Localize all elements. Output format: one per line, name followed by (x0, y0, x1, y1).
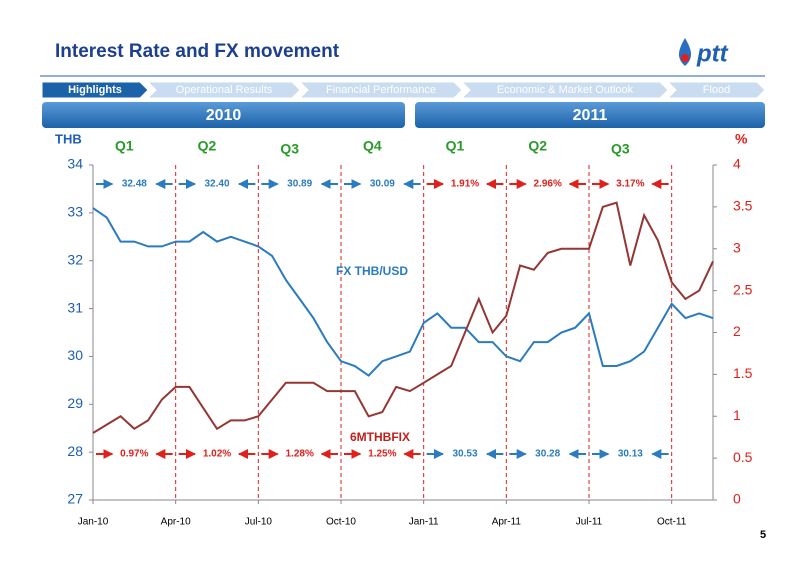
y2-tick-label: 4 (733, 156, 741, 172)
x-tick-label: Jan-10 (78, 517, 109, 528)
year-label: 2011 (573, 107, 608, 124)
x-tick-label: Jul-10 (245, 517, 273, 528)
x-tick-label: Jul-11 (576, 517, 603, 528)
y2-tick-label: 3.5 (733, 198, 753, 214)
nav-tab[interactable] (146, 81, 301, 99)
nav-tab[interactable] (666, 81, 766, 99)
y-tick-label: 32 (67, 251, 83, 267)
y2-tick-label: 0 (733, 491, 741, 507)
y-tick-label: 27 (67, 491, 83, 507)
nav-tab-label[interactable]: Operational Results (176, 84, 273, 96)
nav-tab-label[interactable]: Economic & Market Outlook (497, 84, 634, 96)
year-bar (42, 102, 405, 128)
annotation: 30.89 (287, 179, 312, 190)
y-tick-label: 30 (67, 347, 83, 363)
x-tick-label: Apr-11 (492, 517, 522, 528)
annotation: 30.53 (452, 449, 477, 460)
annotation: 1.91% (451, 179, 479, 190)
annotation: 3.17% (616, 179, 644, 190)
y-tick-label: 33 (67, 204, 83, 220)
nav-tab[interactable] (460, 81, 669, 99)
y-tick-label: 34 (67, 156, 83, 172)
nav-tab-label[interactable]: Flood (703, 84, 731, 96)
page-number: 5 (760, 529, 766, 541)
annotation: 0.97% (120, 449, 148, 460)
year-bar (415, 102, 765, 128)
y2-tick-label: 3 (733, 239, 741, 255)
logo: ptt (678, 38, 729, 67)
annotation: 32.48 (122, 179, 147, 190)
nav-tab[interactable] (41, 81, 149, 99)
annotation: 1.02% (203, 449, 231, 460)
y2-tick-label: 1 (733, 407, 741, 423)
y2-tick-label: 1.5 (733, 365, 753, 381)
quarter-label: Q4 (363, 138, 382, 154)
annotation: 1.25% (368, 449, 396, 460)
nav-tab-label[interactable]: Highlights (68, 84, 122, 96)
quarter-label: Q2 (198, 138, 217, 154)
quarter-label: Q3 (280, 141, 299, 157)
quarter-label: Q1 (446, 138, 465, 154)
y-tick-label: 29 (67, 395, 83, 411)
slide-title: Interest Rate and FX movement (55, 41, 340, 62)
annotation: 2.96% (533, 179, 561, 190)
quarter-label: Q2 (528, 138, 547, 154)
y2-tick-label: 0.5 (733, 449, 753, 465)
y2-tick-label: 2 (733, 323, 741, 339)
nav-tab-label[interactable]: Financial Performance (326, 84, 436, 96)
nav-tab[interactable] (298, 81, 463, 99)
series-label: 6MTHBFIX (350, 430, 410, 444)
annotation: 30.13 (618, 449, 643, 460)
year-label: 2010 (206, 107, 242, 124)
y2-axis-title: % (735, 131, 748, 147)
series-line (92, 207, 714, 377)
x-tick-label: Jan-11 (409, 517, 439, 528)
y-axis-title: THB (55, 131, 82, 146)
series-label: FX THB/USD (336, 264, 408, 278)
annotation: 32.40 (204, 179, 229, 190)
annotation: 30.28 (535, 449, 560, 460)
x-tick-label: Oct-11 (657, 517, 687, 528)
y2-tick-label: 2.5 (733, 281, 753, 297)
y-tick-label: 31 (67, 299, 83, 315)
series-line (92, 201, 714, 434)
annotation: 1.28% (285, 449, 313, 460)
quarter-label: Q1 (115, 138, 134, 154)
x-tick-label: Apr-10 (161, 517, 191, 528)
logo-text: ptt (696, 40, 729, 67)
annotation: 30.09 (370, 179, 395, 190)
x-tick-label: Oct-10 (326, 517, 356, 528)
y-tick-label: 28 (67, 443, 83, 459)
quarter-label: Q3 (611, 141, 630, 157)
